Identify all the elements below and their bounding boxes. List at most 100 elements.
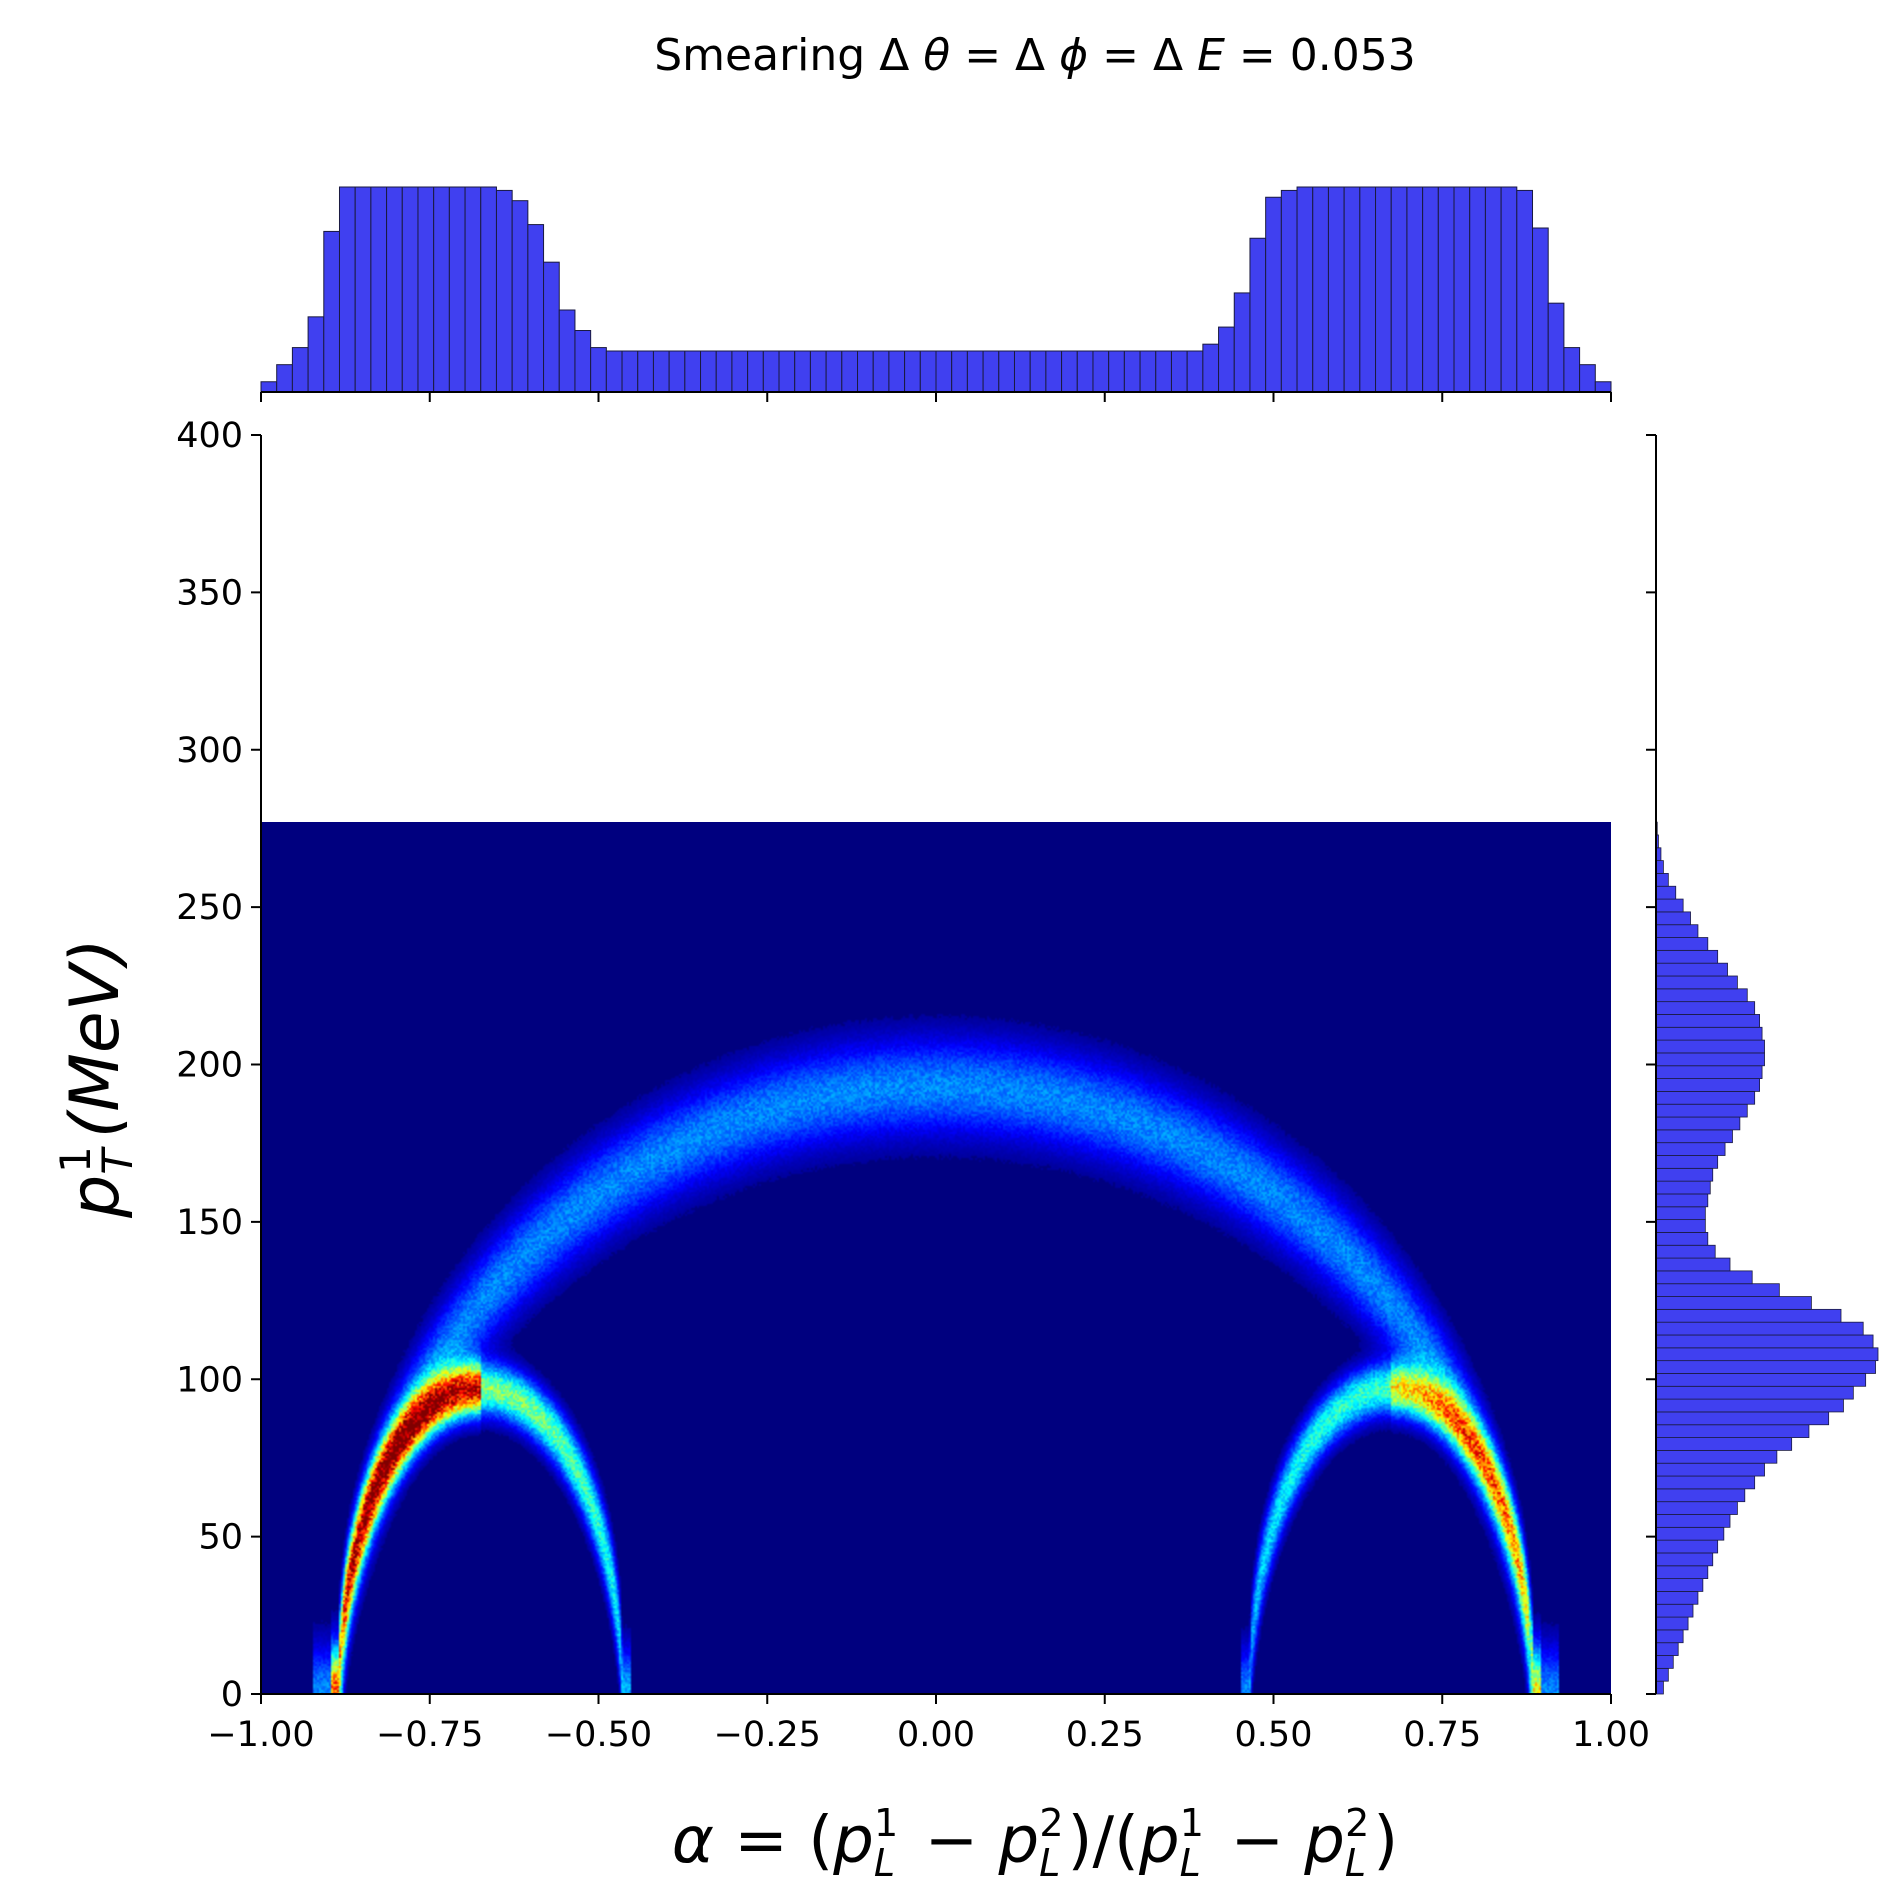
marginal-y-bar	[1655, 1462, 1765, 1477]
marginal-y-bar	[1655, 1501, 1738, 1515]
marginal-y-bar	[1655, 1001, 1756, 1015]
marginal-x-bar	[543, 261, 560, 393]
marginal-x-histogram	[260, 186, 1612, 402]
marginal-y-bar	[1655, 1526, 1725, 1541]
marginal-x-bar	[1390, 186, 1408, 393]
marginal-y-histogram	[1646, 434, 1879, 1695]
marginal-x-bar	[1061, 350, 1078, 393]
x-tick-label: −0.25	[714, 1715, 821, 1755]
marginal-y-bar	[1655, 1655, 1674, 1669]
marginal-x-bar	[778, 350, 796, 393]
marginal-x-bar	[1327, 186, 1345, 393]
x-tick-label: 0.75	[1403, 1715, 1481, 1755]
marginal-y-bar	[1655, 1667, 1669, 1682]
marginal-x-bar	[919, 350, 937, 393]
x-tick-label: 1.00	[1572, 1715, 1650, 1755]
marginal-x-bar	[495, 189, 513, 393]
marginal-y-bar	[1655, 1014, 1760, 1028]
marginal-y-bar	[1655, 1488, 1746, 1503]
y-tick-label: 100	[176, 1360, 243, 1400]
y-axis-label: pT1(MeV)	[51, 938, 142, 1219]
x-tick-label: 0.25	[1066, 1715, 1144, 1755]
marginal-x-bar	[621, 350, 639, 393]
marginal-x-bar	[1484, 186, 1502, 393]
marginal-x-bar	[1045, 350, 1063, 393]
marginal-y-bar	[1655, 1552, 1714, 1567]
marginal-y-bar	[1655, 924, 1699, 938]
marginal-x-bar	[684, 350, 702, 393]
marginal-x-bar	[307, 316, 325, 393]
y-tick-label: 300	[176, 731, 243, 771]
marginal-x-bar	[1532, 227, 1549, 393]
marginal-y-bar	[1655, 1129, 1733, 1144]
marginal-x-bar	[1422, 186, 1439, 393]
marginal-x-bar	[1375, 186, 1392, 393]
x-tick-label: 0.50	[1235, 1715, 1313, 1755]
marginal-x-bar	[652, 350, 670, 393]
x-tick-label: −0.75	[376, 1715, 483, 1755]
marginal-y-bar	[1655, 1360, 1876, 1374]
marginal-x-bar	[1406, 186, 1424, 393]
marginal-x-bar	[998, 350, 1015, 393]
marginal-x-bar	[1123, 350, 1141, 393]
marginal-y-bar	[1655, 1578, 1704, 1592]
marginal-x-bar	[731, 350, 749, 393]
marginal-y-bar	[1655, 1244, 1716, 1259]
marginal-x-bar	[1296, 186, 1314, 393]
marginal-y-bar	[1655, 1206, 1706, 1221]
marginal-x-bar	[1453, 186, 1471, 393]
marginal-y-bar	[1655, 1616, 1689, 1631]
marginal-y-bar	[1655, 1180, 1711, 1195]
marginal-y-bar	[1655, 1308, 1842, 1323]
marginal-x-bar	[260, 381, 278, 393]
marginal-x-bar	[1218, 326, 1235, 393]
x-axis-label: α = (pL1 − pL2)/(pL1 − pL2)	[672, 1801, 1399, 1885]
marginal-x-bar	[1547, 302, 1565, 393]
marginal-y-bar	[1655, 1103, 1748, 1118]
marginal-x-bar	[715, 350, 733, 393]
marginal-y-bar	[1655, 860, 1664, 874]
marginal-x-bar	[401, 186, 419, 393]
marginal-y-bar	[1655, 1347, 1879, 1362]
marginal-x-bar	[1343, 186, 1361, 393]
marginal-y-bar	[1655, 1629, 1684, 1644]
marginal-x-bar	[857, 350, 874, 393]
marginal-x-bar	[480, 186, 497, 393]
marginal-y-bar	[1655, 1155, 1719, 1169]
marginal-y-bar	[1655, 1257, 1731, 1272]
marginal-x-bar	[527, 224, 545, 393]
marginal-y-bar	[1655, 1539, 1719, 1554]
marginal-y-bar	[1655, 1514, 1731, 1528]
marginal-x-bar	[794, 350, 811, 393]
marginal-y-bar	[1655, 1642, 1679, 1656]
marginal-y-bar	[1655, 1475, 1756, 1490]
marginal-x-bar	[668, 350, 686, 393]
marginal-y-bar	[1655, 1565, 1709, 1580]
marginal-y-bar	[1655, 962, 1728, 977]
marginal-x-bar	[1500, 186, 1518, 393]
marginal-x-bar	[825, 350, 843, 393]
marginal-x-bar	[982, 350, 1000, 393]
marginal-x-bar	[1155, 350, 1172, 393]
y-tick-label: 150	[176, 1203, 243, 1243]
marginal-y-bar	[1655, 1334, 1874, 1349]
marginal-x-bar	[888, 350, 906, 393]
marginal-x-bar	[386, 186, 403, 393]
marginal-x-bar	[1437, 186, 1455, 393]
y-tick-label: 200	[176, 1046, 243, 1086]
marginal-x-bar	[809, 350, 827, 393]
marginal-y-bar	[1655, 1591, 1699, 1605]
marginal-y-bar	[1655, 1065, 1763, 1079]
marginal-y-bar	[1655, 1219, 1706, 1233]
marginal-x-bar	[1202, 343, 1220, 393]
heatmap-image	[261, 822, 1611, 1694]
marginal-x-bar	[291, 347, 309, 393]
marginal-x-bar	[1092, 350, 1110, 393]
marginal-x-bar	[448, 186, 466, 393]
marginal-y-bar	[1655, 1296, 1812, 1310]
marginal-y-bar	[1655, 1449, 1778, 1464]
marginal-y-bar	[1655, 1052, 1765, 1067]
marginal-x-bar	[1029, 350, 1047, 393]
marginal-y-bar	[1655, 1398, 1844, 1413]
